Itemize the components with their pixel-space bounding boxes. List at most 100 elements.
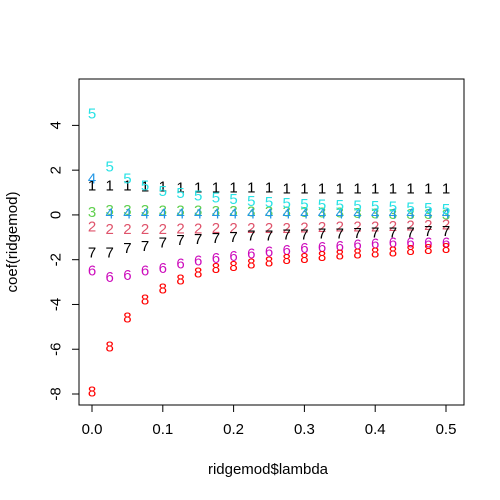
data-point: 5 <box>424 200 432 217</box>
data-point: 1 <box>212 180 220 197</box>
data-point: 7 <box>247 228 255 245</box>
data-point: 3 <box>265 204 273 221</box>
data-point: 8 <box>229 258 237 275</box>
y-axis-title: coef(ridgemod) <box>4 192 21 293</box>
data-point: 5 <box>212 190 220 207</box>
data-point: 4 <box>283 205 291 222</box>
data-point: 7 <box>212 230 220 247</box>
data-point: 6 <box>406 234 414 251</box>
data-point: 7 <box>159 234 167 251</box>
data-point: 8 <box>88 383 96 400</box>
x-tick-label: 0.0 <box>82 421 103 438</box>
data-point: 3 <box>353 205 361 222</box>
data-point: 7 <box>283 227 291 244</box>
data-point: 7 <box>353 225 361 242</box>
data-point: 2 <box>336 219 344 236</box>
data-point: 8 <box>336 247 344 264</box>
series-4: 44 4 4 4 4 4 4 4 4 4 4 4 4 4 4 4 4 4 4 4 <box>88 171 450 223</box>
data-point: 8 <box>424 241 432 258</box>
data-point: 7 <box>123 240 131 257</box>
data-point: 5 <box>336 197 344 214</box>
data-point: 7 <box>336 225 344 242</box>
x-tick-label: 0.3 <box>294 421 315 438</box>
data-point: 7 <box>424 223 432 240</box>
data-point: 8 <box>300 250 308 267</box>
data-point: 2 <box>176 220 184 237</box>
data-point: 2 <box>141 221 149 238</box>
data-point: 3 <box>371 205 379 222</box>
data-point: 7 <box>176 232 184 249</box>
data-point: 3 <box>247 203 255 220</box>
data-point: 8 <box>371 244 379 261</box>
data-point: 6 <box>318 239 326 256</box>
data-point: 6 <box>247 246 255 263</box>
data-point: 7 <box>229 229 237 246</box>
data-point: 1 <box>389 181 397 198</box>
data-point: 4 <box>106 205 114 222</box>
data-point: 3 <box>424 206 432 223</box>
data-point: 1 <box>229 180 237 197</box>
data-point: 8 <box>406 242 414 259</box>
data-point: 3 <box>88 204 96 221</box>
data-point: 4 <box>300 205 308 222</box>
data-point: 5 <box>353 197 361 214</box>
data-point: 7 <box>371 224 379 241</box>
data-point: 4 <box>353 205 361 222</box>
data-point: 2 <box>424 217 432 234</box>
data-point: 6 <box>442 234 450 251</box>
data-point: 4 <box>318 205 326 222</box>
data-point: 2 <box>353 219 361 236</box>
data-point: 6 <box>300 240 308 257</box>
data-point: 1 <box>283 181 291 198</box>
data-point: 5 <box>371 198 379 215</box>
data-point: 3 <box>336 205 344 222</box>
data-point: 5 <box>406 200 414 217</box>
data-point: 6 <box>176 256 184 273</box>
data-point: 6 <box>389 234 397 251</box>
data-point: 1 <box>159 178 167 195</box>
data-point: 3 <box>406 206 414 223</box>
data-point: 2 <box>88 219 96 236</box>
data-point: 5 <box>283 195 291 212</box>
data-point: 1 <box>123 177 131 194</box>
series-5: 555 5 5 5 5 5 5 5 5 5 5 5 5 5 5 5 5 5 5 <box>88 106 450 218</box>
data-point: 1 <box>300 181 308 198</box>
data-point: 5 <box>300 196 308 213</box>
data-point: 5 <box>141 177 149 194</box>
data-point: 2 <box>318 219 326 236</box>
data-point: 8 <box>194 265 202 282</box>
y-axis: -8 -6 -4 -2 0 2 4 <box>48 121 80 401</box>
data-point: 1 <box>353 181 361 198</box>
data-point: 1 <box>88 177 96 194</box>
data-point: 8 <box>141 291 149 308</box>
data-points: 1 1 1 1 1 1 1 1 1 1 1 1 1 1 1 1 1 1 1 1 12 2 2 2 2 2 2 2 2 2 2 2 2 2 2 2 2 2 2… <box>88 106 450 401</box>
data-point: 6 <box>336 238 344 255</box>
data-point: 5 <box>442 201 450 218</box>
data-point: 3 <box>389 206 397 223</box>
y-tick-label: 4 <box>48 121 65 129</box>
data-point: 1 <box>318 181 326 198</box>
data-point: 5 <box>159 183 167 200</box>
data-point: 5 <box>88 106 96 123</box>
data-point: 8 <box>106 338 114 355</box>
data-point: 8 <box>318 248 326 265</box>
data-point: 7 <box>194 231 202 248</box>
data-point: 6 <box>123 267 131 284</box>
data-point: 8 <box>123 309 131 326</box>
data-point: 1 <box>194 180 202 197</box>
data-point: 2 <box>265 220 273 237</box>
data-point: 4 <box>141 205 149 222</box>
data-point: 4 <box>123 205 131 222</box>
data-point: 2 <box>442 216 450 233</box>
data-point: 8 <box>176 271 184 288</box>
data-point: 6 <box>265 243 273 260</box>
data-point: 2 <box>283 220 291 237</box>
data-point: 1 <box>106 177 114 194</box>
data-point: 3 <box>194 203 202 220</box>
data-point: 6 <box>212 250 220 267</box>
data-point: 2 <box>212 220 220 237</box>
data-point: 3 <box>318 204 326 221</box>
